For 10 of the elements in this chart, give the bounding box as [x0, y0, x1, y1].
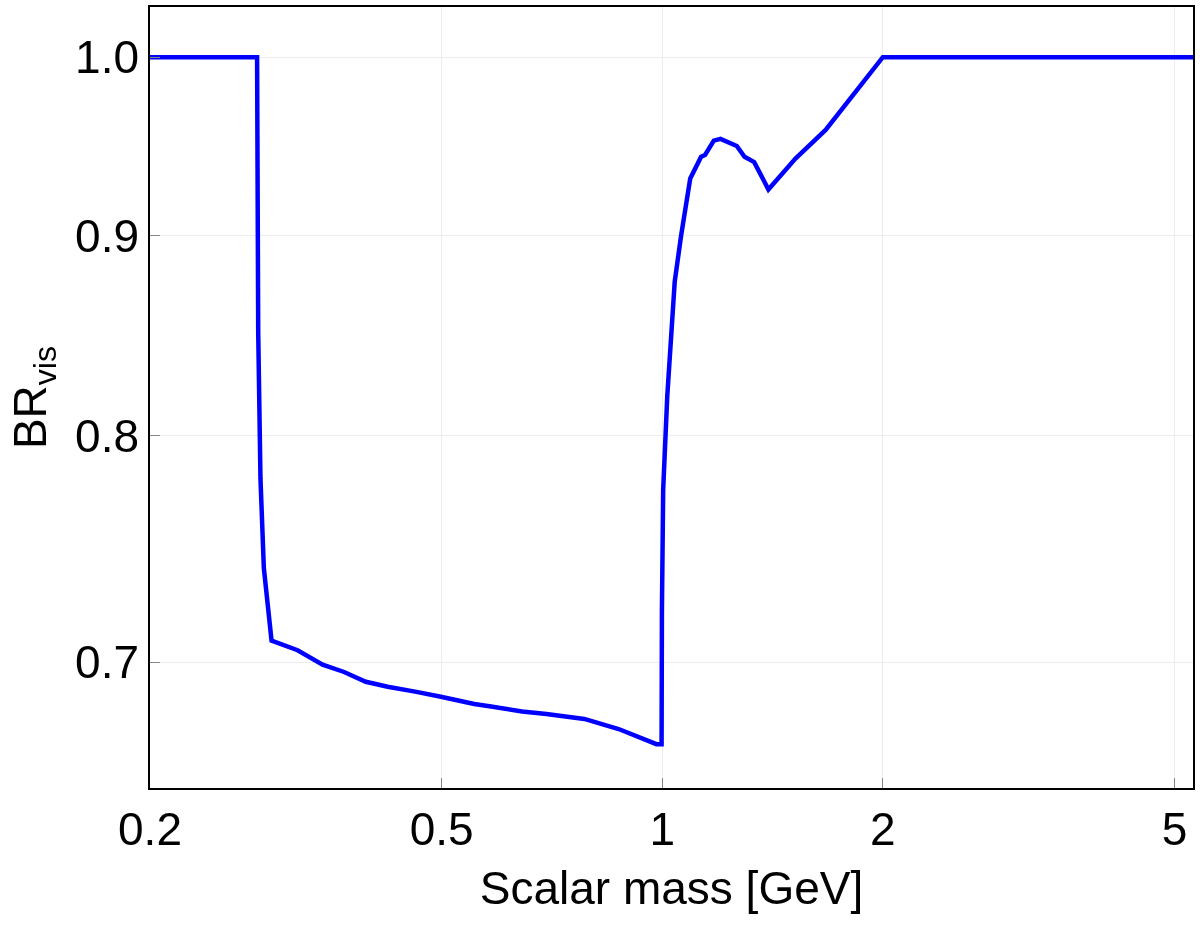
y-tick-label: 0.7 [75, 636, 140, 689]
x-tick-label: 2 [870, 802, 896, 855]
y-tick-label: 0.8 [75, 409, 140, 462]
x-tick-label: 1 [649, 802, 676, 855]
x-axis-title: Scalar mass [GeV] [479, 862, 864, 915]
y-tick-label: 1.0 [75, 31, 140, 84]
y-tick-label: 0.9 [75, 210, 140, 262]
x-tick-label: 0.2 [118, 802, 182, 855]
x-tick-label: 0.5 [409, 802, 474, 855]
x-tick-label: 5 [1161, 802, 1188, 855]
